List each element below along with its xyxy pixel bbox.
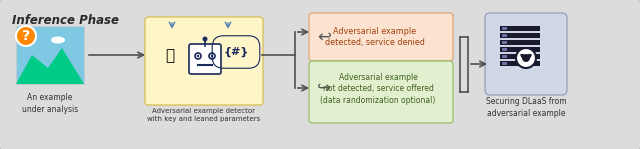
Text: {#}: {#} (223, 47, 249, 57)
FancyBboxPatch shape (500, 26, 540, 31)
FancyBboxPatch shape (500, 33, 540, 38)
Circle shape (202, 37, 207, 42)
FancyBboxPatch shape (500, 61, 540, 66)
Ellipse shape (51, 37, 65, 44)
Circle shape (211, 55, 213, 57)
Text: Inference Phase: Inference Phase (12, 14, 119, 27)
Ellipse shape (19, 31, 37, 41)
Text: Adversarial example detector
with key and leaned parameters: Adversarial example detector with key an… (147, 108, 260, 122)
Circle shape (16, 26, 36, 46)
Bar (502, 41, 507, 44)
Bar (502, 27, 507, 30)
Text: ↩: ↩ (317, 28, 331, 46)
Bar (502, 55, 507, 58)
Bar (502, 62, 507, 65)
Text: An example
under analysis: An example under analysis (22, 93, 78, 114)
Text: ?: ? (22, 29, 30, 43)
Circle shape (209, 53, 215, 59)
FancyBboxPatch shape (500, 54, 540, 59)
FancyBboxPatch shape (500, 40, 540, 45)
Bar (502, 48, 507, 51)
Text: Securing DLaaS from
adversarial example: Securing DLaaS from adversarial example (486, 97, 566, 118)
FancyBboxPatch shape (309, 61, 453, 123)
FancyBboxPatch shape (145, 17, 263, 105)
Circle shape (195, 53, 201, 59)
Polygon shape (16, 48, 84, 84)
Text: ↪: ↪ (317, 79, 331, 97)
FancyBboxPatch shape (500, 47, 540, 52)
Text: Adversarial example
not detected, service offered
(data randomization optional): Adversarial example not detected, servic… (320, 73, 436, 105)
FancyBboxPatch shape (309, 13, 453, 61)
FancyBboxPatch shape (189, 44, 221, 74)
Circle shape (516, 48, 536, 68)
Circle shape (522, 54, 530, 62)
Bar (502, 34, 507, 37)
Circle shape (197, 55, 199, 57)
FancyBboxPatch shape (485, 13, 567, 95)
Text: Adversarial example
detected, service denied: Adversarial example detected, service de… (325, 27, 425, 47)
FancyBboxPatch shape (16, 26, 84, 84)
Text: 🔑: 🔑 (165, 49, 175, 63)
